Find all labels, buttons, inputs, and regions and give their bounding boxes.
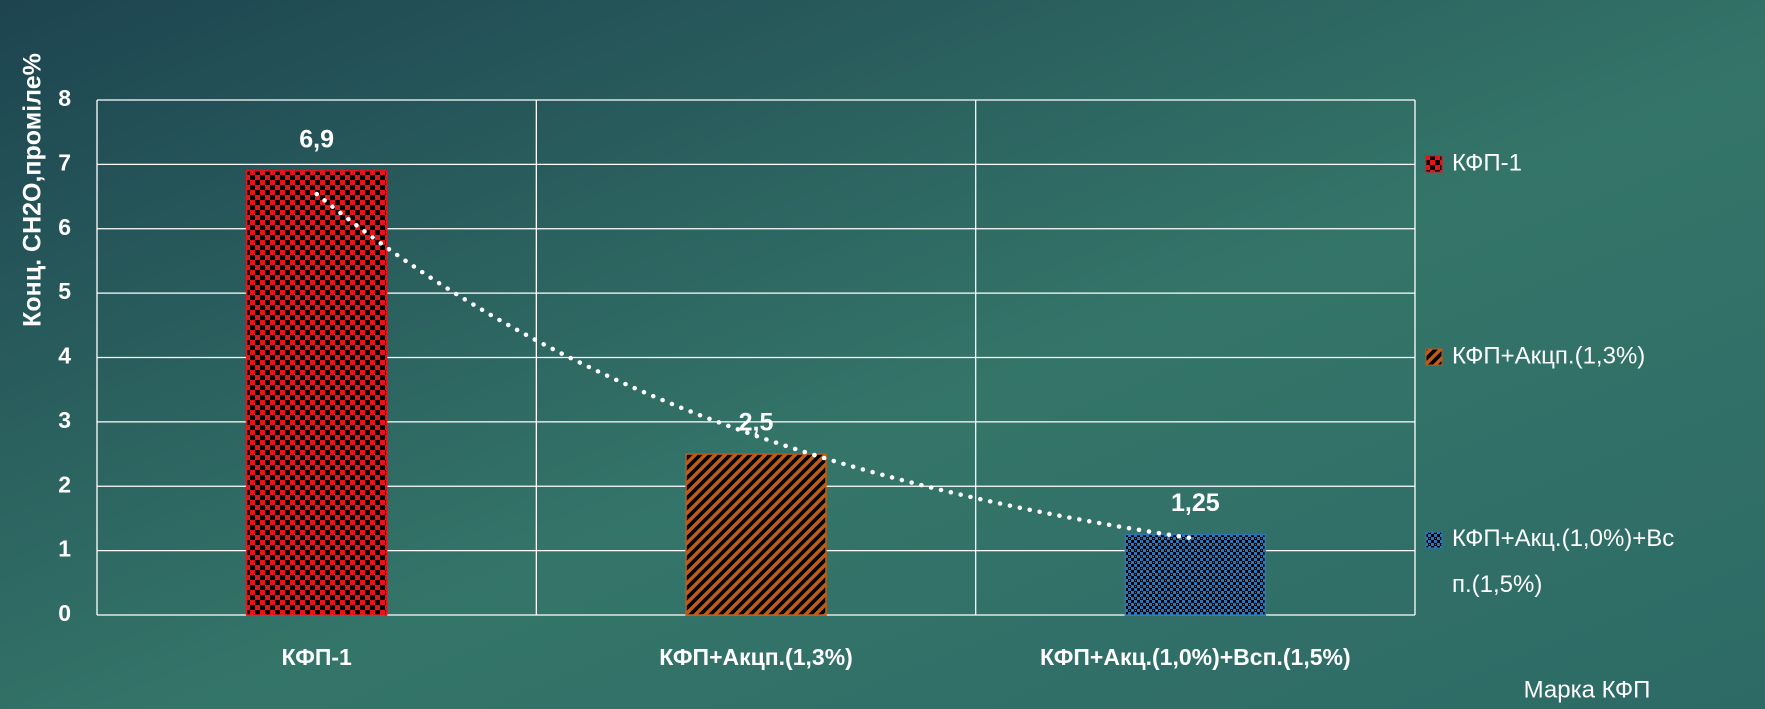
legend-swatch bbox=[1425, 155, 1443, 173]
x-tick-label: КФП+Акцп.(1,3%) bbox=[659, 644, 853, 670]
data-label: 6,9 bbox=[299, 125, 334, 153]
legend-swatch bbox=[1425, 348, 1443, 366]
y-tick-label: 4 bbox=[58, 343, 71, 369]
y-tick-label: 6 bbox=[58, 214, 71, 240]
legend-label-line: КФП+Акц.(1,0%)+Вс bbox=[1452, 525, 1674, 552]
legend-label: КФП+Акцп.(1,3%) bbox=[1452, 342, 1645, 369]
y-tick-label: 3 bbox=[58, 407, 71, 433]
x-tick-label: КФП-1 bbox=[281, 644, 352, 670]
y-tick-label: 7 bbox=[58, 149, 71, 175]
y-tick-label: 5 bbox=[58, 278, 71, 304]
trendline bbox=[314, 191, 1198, 541]
data-label: 2,5 bbox=[739, 409, 774, 437]
y-tick-label: 0 bbox=[58, 600, 71, 626]
x-tick-label: КФП+Акц.(1,0%)+Всп.(1,5%) bbox=[1040, 644, 1351, 670]
bar bbox=[245, 170, 388, 616]
legend-label: КФП+Акц.(1,0%)+Вс п.(1,5%) bbox=[1452, 525, 1674, 598]
legend-swatch bbox=[1425, 531, 1443, 549]
legend-label: КФП-1 bbox=[1452, 149, 1522, 176]
y-tick-label: 1 bbox=[58, 536, 71, 562]
bar bbox=[685, 453, 827, 616]
y-axis-label: Конц. СН2О,проміле% bbox=[19, 53, 47, 327]
y-tick-label: 2 bbox=[58, 471, 71, 497]
bar bbox=[1124, 533, 1267, 616]
x-axis-label: Марка КФП bbox=[1524, 676, 1651, 703]
data-label: 1,25 bbox=[1171, 489, 1220, 517]
legend-label-line: п.(1,5%) bbox=[1452, 571, 1542, 598]
y-tick-label: 8 bbox=[58, 85, 71, 111]
